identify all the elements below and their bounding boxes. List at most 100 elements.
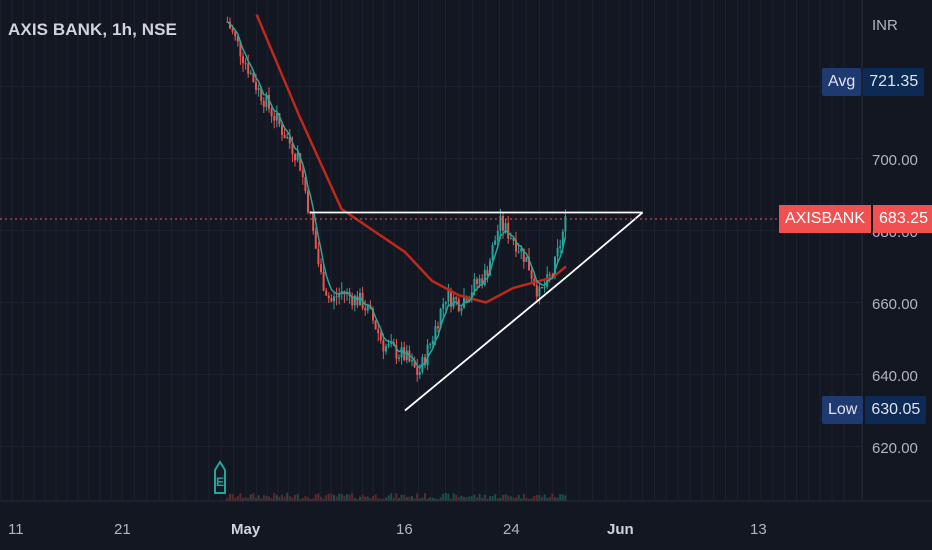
symbol-tag-label: AXISBANK [779, 205, 872, 233]
date-tick-label: 21 [114, 521, 131, 538]
volume-bar [444, 493, 447, 501]
volume-bar [538, 495, 541, 501]
volume-bar [377, 498, 380, 501]
volume-bar [494, 494, 497, 501]
volume-bar [229, 493, 231, 501]
candle-body [434, 326, 437, 341]
candle-body [265, 94, 268, 107]
low-tag-value: 630.05 [865, 396, 927, 424]
volume-bar [317, 493, 320, 501]
date-tick-label: 13 [750, 521, 767, 538]
date-tick-label: 24 [503, 521, 520, 538]
volume-bar [226, 497, 229, 501]
trendlines[interactable] [309, 211, 644, 412]
volume-bar [535, 494, 538, 501]
low-price-tag: Low 630.05 [822, 396, 927, 424]
volume-bar [533, 496, 536, 501]
candle-body [260, 88, 263, 101]
volume-bar [333, 494, 335, 501]
volume-bar [348, 494, 351, 501]
candle-body [548, 274, 551, 276]
candle-body [520, 248, 523, 252]
candle-body [515, 240, 517, 252]
volume-bar [457, 497, 460, 501]
chart-title: AXIS BANK, 1h, NSE [8, 20, 177, 39]
candle-body [273, 116, 276, 121]
volume-bar [509, 496, 512, 501]
volume-bar [398, 498, 400, 501]
candle-body [509, 238, 512, 240]
volume-bar [335, 496, 338, 501]
candle-body [304, 177, 307, 192]
candle-body [286, 136, 289, 139]
candle-body [296, 153, 299, 161]
earnings-letter: E [216, 475, 224, 489]
volume-bar [338, 493, 341, 501]
earnings-e-icon[interactable]: E [214, 460, 226, 494]
volume-bar [546, 497, 549, 501]
candle-body [481, 278, 484, 285]
volume-bar [507, 495, 510, 501]
volume-bar [476, 497, 478, 501]
candle-body [561, 231, 564, 247]
volume-bar [286, 493, 289, 501]
candle-body [543, 286, 546, 288]
moving-average-fast-line [226, 21, 567, 370]
candle-body [364, 308, 367, 311]
volume-bar [270, 498, 273, 501]
volume-bar [411, 495, 413, 501]
candle-body [351, 295, 354, 306]
earnings-flag-shape [214, 460, 226, 494]
volume-bar [385, 497, 387, 501]
candle-body [382, 340, 385, 352]
volume-bar [400, 494, 403, 501]
vertical-gridlines [0, 0, 845, 501]
candle-body [437, 326, 439, 329]
volume-bar [296, 494, 299, 501]
volume-bar [455, 494, 458, 501]
trendline-support [404, 276, 567, 412]
volume-bar [486, 498, 489, 501]
volume-bar [374, 494, 377, 501]
candle-body [249, 72, 252, 74]
volume-bar [421, 497, 424, 501]
candle-body [564, 216, 567, 232]
volume-bars [226, 493, 567, 501]
candle-body [535, 285, 538, 297]
candle-body [554, 256, 556, 277]
candle-body [413, 359, 416, 368]
candle-body [405, 350, 408, 361]
candle-body [496, 230, 499, 241]
candle-body [275, 113, 278, 121]
candle-body [372, 308, 374, 321]
candle-body [366, 305, 369, 311]
volume-bar [353, 497, 356, 501]
last-price-tag: AXISBANK 683.25 [779, 205, 932, 233]
volume-bar [257, 495, 260, 501]
candle-body [231, 28, 234, 32]
volume-bar [351, 493, 354, 501]
low-tag-label: Low [822, 396, 864, 424]
candle-body [476, 279, 478, 284]
candle-body [486, 269, 489, 276]
volume-bar [320, 496, 322, 501]
candle-body [377, 329, 380, 334]
volume-bar [541, 497, 543, 501]
volume-bar [460, 495, 463, 501]
volume-bar [496, 498, 499, 501]
candle-body [244, 63, 247, 65]
volume-bar [359, 496, 361, 501]
volume-bar [559, 494, 562, 501]
volume-bar [416, 493, 419, 501]
candle-body [507, 223, 510, 239]
volume-bar [468, 496, 471, 501]
volume-bar [392, 497, 395, 501]
candle-body [312, 213, 315, 232]
volume-bar [247, 497, 250, 501]
candle-body [359, 292, 361, 306]
candle-body [411, 359, 413, 362]
volume-bar [515, 497, 517, 501]
candle-body [335, 296, 338, 298]
price-tick-label: 640.00 [872, 368, 918, 385]
